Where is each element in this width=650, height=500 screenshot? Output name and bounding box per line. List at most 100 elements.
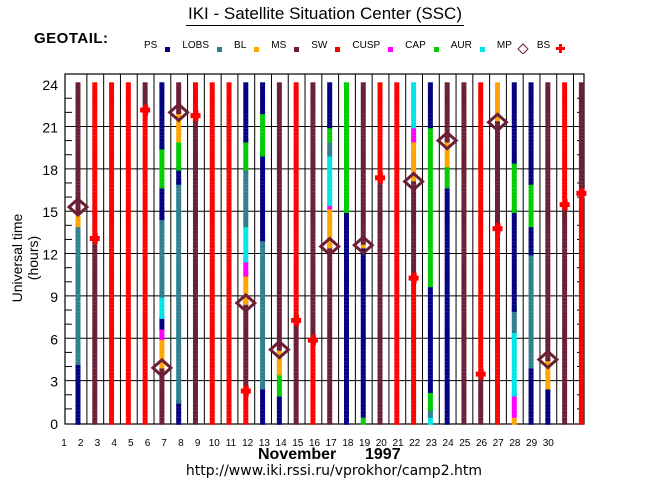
data-point-ms <box>411 255 417 259</box>
data-point-sw <box>209 251 215 256</box>
data-point-sw <box>109 219 115 224</box>
data-point-sw <box>394 121 400 125</box>
data-point-ms <box>461 361 467 365</box>
data-point-ps <box>75 410 81 415</box>
data-point-ps <box>243 110 249 115</box>
data-point-ms <box>327 336 333 341</box>
data-point-bl <box>75 216 81 221</box>
data-point-aur <box>411 92 417 97</box>
data-point-ms <box>545 280 551 284</box>
data-point-lobs <box>75 318 81 323</box>
data-point-ms <box>545 85 551 90</box>
data-point-cap <box>176 152 182 157</box>
y-tick-label: 9 <box>50 289 58 305</box>
data-point-lobs <box>243 198 249 203</box>
data-point-bl <box>159 340 165 344</box>
data-point-sw <box>478 103 484 108</box>
data-point-sw <box>92 167 98 171</box>
data-point-ms <box>192 357 198 362</box>
data-point-ms <box>192 241 198 245</box>
x-tick-label: 21 <box>392 438 404 449</box>
data-point-sw <box>125 82 131 86</box>
data-point-sw <box>109 392 115 397</box>
data-point-sw <box>125 156 131 161</box>
data-point-ps <box>360 287 366 291</box>
data-point-ps <box>360 304 366 309</box>
data-point-sw <box>125 248 131 252</box>
data-point-lobs <box>528 350 534 355</box>
data-point-sw <box>209 392 215 397</box>
data-point-ms <box>243 329 249 334</box>
data-point-ps <box>528 128 534 132</box>
data-point-ms <box>495 138 500 143</box>
data-point-lobs <box>176 216 182 221</box>
data-point-ms <box>276 280 282 284</box>
data-point-sw <box>142 258 148 263</box>
data-point-ms <box>276 184 282 189</box>
data-point-sw <box>226 311 232 316</box>
data-point-bl <box>411 177 417 182</box>
data-point-ps <box>343 322 349 326</box>
mp-marker <box>66 196 90 217</box>
data-point-ms <box>545 258 551 263</box>
data-point-lobs <box>176 354 182 358</box>
data-point-ps <box>545 403 551 408</box>
data-point-lobs <box>75 311 81 316</box>
data-point-sw <box>411 283 417 288</box>
data-point-sw <box>142 375 148 379</box>
data-point-lobs <box>243 174 249 178</box>
data-point-sw <box>578 400 584 404</box>
data-point-sw <box>142 385 148 390</box>
data-point-sw <box>495 343 500 348</box>
data-point-ms <box>159 368 165 372</box>
data-point-ps <box>343 410 349 415</box>
data-point-sw <box>209 177 215 182</box>
data-point-sw <box>142 114 148 118</box>
data-point-sw <box>411 340 417 344</box>
data-point-sw <box>495 255 500 259</box>
data-point-ms <box>377 223 383 228</box>
data-point-ps <box>159 188 165 192</box>
data-point-aur <box>243 255 249 259</box>
data-point-ms <box>562 332 568 337</box>
data-point-cap <box>528 205 534 210</box>
data-point-lobs <box>528 280 534 284</box>
data-point-ms <box>360 121 366 125</box>
data-point-sw <box>109 343 115 348</box>
data-point-sw <box>109 290 115 295</box>
data-point-sw <box>109 325 115 330</box>
data-point-ps <box>343 280 349 284</box>
data-point-sw <box>142 167 148 171</box>
data-point-ps <box>176 170 182 175</box>
data-point-ps <box>260 209 266 213</box>
data-point-ms <box>360 159 366 164</box>
data-point-ms <box>562 251 568 256</box>
data-point-ms <box>293 385 299 390</box>
data-point-ps <box>360 325 366 330</box>
data-point-sw <box>109 131 115 136</box>
data-point-ms <box>327 262 333 266</box>
data-point-ps <box>343 230 349 235</box>
data-point-ms <box>276 205 282 210</box>
data-point-ms <box>461 174 467 178</box>
data-point-sw <box>578 329 584 334</box>
data-point-ps <box>159 103 165 108</box>
data-point-ms <box>92 287 98 291</box>
data-point-sw <box>578 410 584 415</box>
data-point-ps <box>444 318 450 323</box>
data-point-ps <box>176 410 182 415</box>
data-point-cap <box>327 128 333 132</box>
data-point-ps <box>528 230 534 235</box>
data-point-ms <box>310 297 316 302</box>
data-point-ps <box>444 325 450 330</box>
data-point-bl <box>411 149 417 153</box>
data-point-ps <box>75 396 81 401</box>
data-point-cap <box>243 145 249 150</box>
data-point-sw <box>293 96 299 101</box>
data-point-sw <box>226 149 232 153</box>
data-point-ms <box>562 212 568 217</box>
data-point-ms <box>310 202 316 206</box>
data-point-ms <box>276 347 282 351</box>
data-point-sw <box>226 135 232 139</box>
data-point-aur <box>511 361 517 365</box>
